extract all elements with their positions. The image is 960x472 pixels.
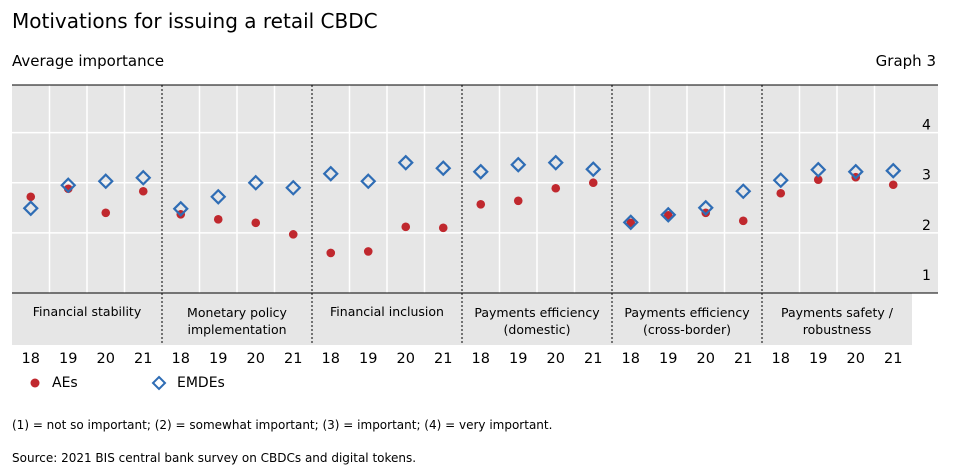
data-point-emdes [885,162,902,179]
year-tick-label: 18 [622,351,640,367]
data-point-emdes [60,177,77,194]
year-tick-label: 21 [284,351,302,367]
data-point-emdes [97,173,114,190]
group-label: Monetary policy [187,305,288,320]
legend-label-emdes: EMDEs [177,375,225,391]
data-point-emdes [22,200,39,217]
scatter-chart: 1 2 3 4 Financial stability Monetary policy im… [12,84,938,367]
footnote: (1) = not so important; (2) = somewhat i… [12,418,553,432]
legend-label-aes: AEs [52,375,78,391]
year-tick-label: 20 [697,351,715,367]
data-point-aes [213,215,223,224]
group-label: Payments safety / [781,305,894,320]
data-point-aes [251,218,261,228]
y-tick-label: 1 [922,268,931,284]
data-point-emdes [810,161,827,178]
data-point-emdes [322,165,339,182]
data-point-emdes [697,199,714,216]
group-label: implementation [187,322,286,337]
data-point-aes [588,178,598,188]
group-label: (cross-border) [643,322,731,337]
y-tick-label: 4 [922,118,931,134]
data-point-emdes [247,174,264,191]
data-point-emdes [135,169,152,186]
legend-marker-diamond [151,375,167,391]
y-tick-label: 3 [922,168,931,184]
chart-title: Motivations for issuing a retail CBDC [12,9,378,33]
year-tick-label: 21 [134,351,152,367]
data-point-emdes [547,154,564,171]
data-point-aes [776,188,786,198]
data-point-emdes [360,173,377,190]
data-point-aes [26,192,36,202]
legend-item-aes: AEs [28,375,78,391]
year-tick-label: 18 [472,351,490,367]
data-point-aes [813,175,823,185]
data-point-emdes [585,161,602,178]
data-point-emdes [472,163,489,180]
data-point-emdes [397,154,414,171]
data-point-emdes [847,163,864,180]
year-tick-label: 21 [434,351,452,367]
year-tick-label: 19 [809,351,827,367]
year-tick-label: 18 [322,351,340,367]
y-tick-label: 2 [922,218,931,234]
data-point-aes [513,196,523,206]
year-tick-label: 19 [509,351,527,367]
year-tick-label: 21 [584,351,602,367]
year-tick-label: 19 [659,351,677,367]
group-label: (domestic) [504,322,571,337]
data-point-emdes [735,183,752,200]
year-tick-label: 18 [772,351,790,367]
year-tick-label: 18 [22,351,40,367]
year-tick-label: 21 [884,351,902,367]
data-point-aes [888,180,898,190]
data-point-aes [551,183,561,193]
group-label: Payments efficiency [624,305,750,320]
data-point-emdes [210,188,227,205]
data-point-aes [438,223,448,233]
year-tick-label: 20 [247,351,265,367]
source-note: Source: 2021 BIS central bank survey on … [12,451,417,465]
data-point-aes [738,216,748,226]
group-label: Payments efficiency [474,305,600,320]
year-tick-label: 20 [847,351,865,367]
data-point-emdes [772,172,789,189]
year-tick-label: 21 [734,351,752,367]
year-tick-label: 19 [209,351,227,367]
data-point-aes [401,222,411,232]
data-point-aes [476,199,486,209]
year-tick-label: 20 [97,351,115,367]
data-point-aes [663,211,673,220]
year-tick-label: 20 [547,351,565,367]
group-label: Financial stability [33,304,142,319]
group-label: robustness [803,322,871,337]
data-point-aes [363,247,373,256]
year-tick-label: 18 [172,351,190,367]
data-point-aes [101,208,111,218]
data-point-emdes [172,200,189,217]
data-point-aes [326,248,336,258]
graph-number: Graph 3 [875,52,936,70]
data-point-emdes [510,156,527,173]
data-point-emdes [660,206,677,223]
year-tick-label: 19 [59,351,77,367]
data-point-aes [288,230,298,239]
plot-background [12,85,938,293]
chart-subtitle: Average importance [12,52,165,70]
legend-item-emdes: EMDEs [151,375,225,391]
legend-marker-circle [30,378,40,388]
data-point-emdes [435,160,452,177]
data-point-aes [626,218,636,228]
group-label: Financial inclusion [330,304,444,319]
year-tick-label: 20 [397,351,415,367]
year-tick-label: 19 [359,351,377,367]
data-point-emdes [285,179,302,196]
data-point-emdes [622,214,639,231]
data-point-aes [138,186,148,196]
